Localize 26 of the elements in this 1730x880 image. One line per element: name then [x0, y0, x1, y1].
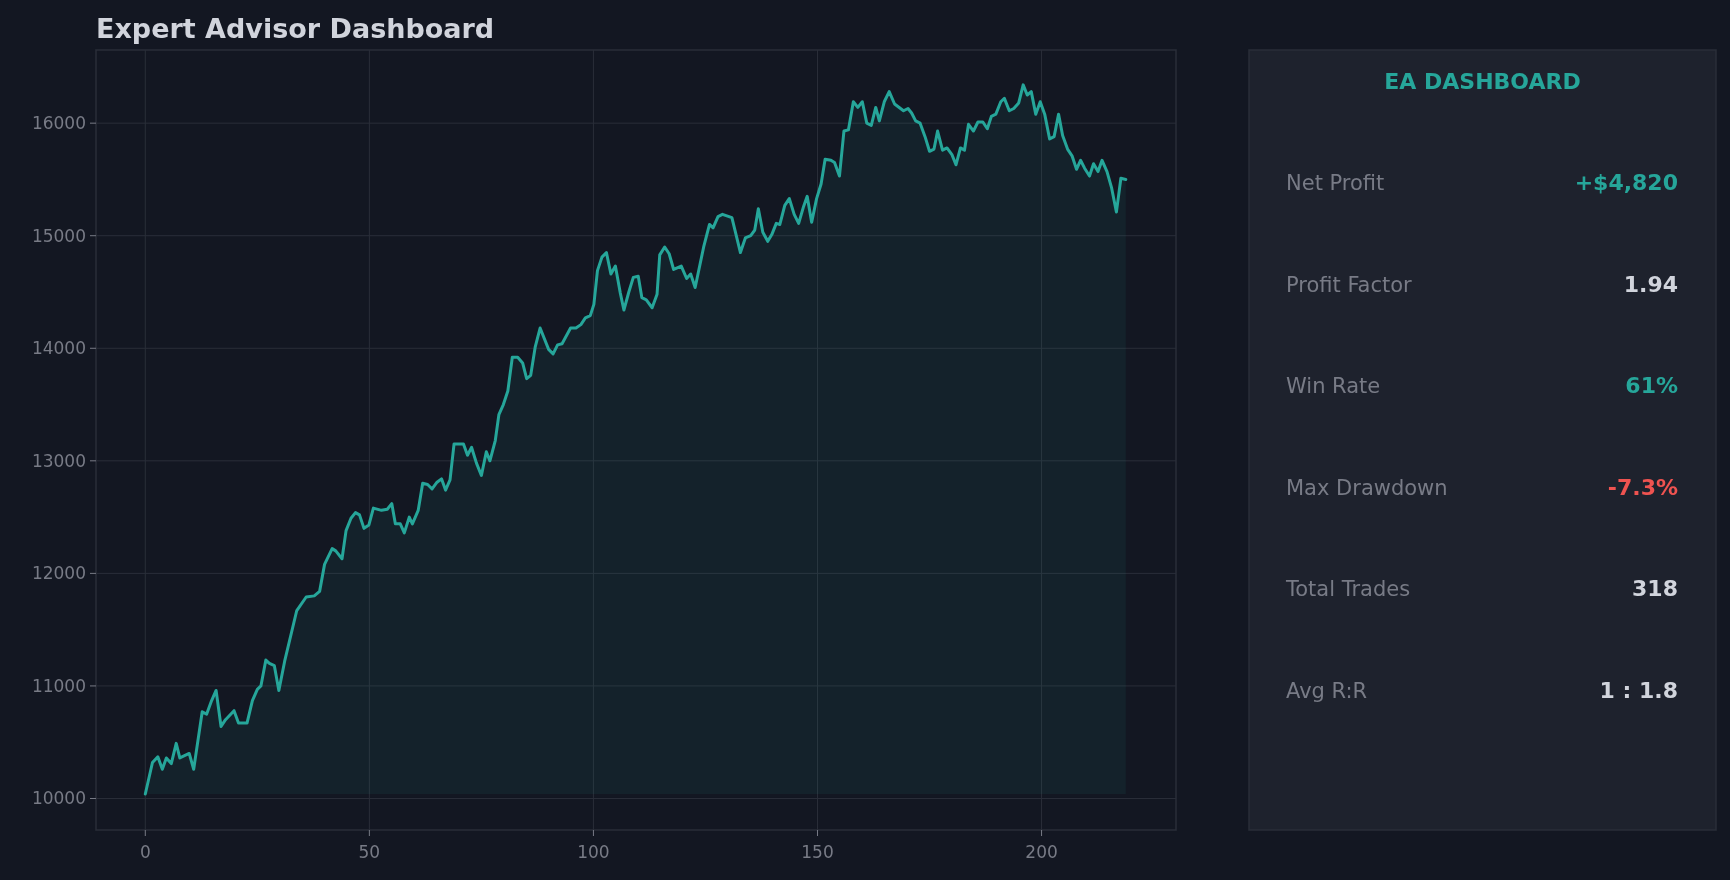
chart-title: Expert Advisor Dashboard: [96, 13, 495, 44]
y-tick-label: 13000: [31, 450, 86, 471]
text: EA DASHBOARD: [1384, 69, 1581, 94]
x-tick-label: 0: [139, 842, 151, 862]
text: -7.3%: [1607, 474, 1678, 500]
text: 1.94: [1623, 271, 1678, 297]
text: Net Profit: [1286, 171, 1385, 195]
y-tick-label: 10000: [31, 788, 86, 809]
x-tick-label: 50: [358, 842, 381, 862]
text: Win Rate: [1286, 374, 1381, 398]
y-tick-label: 14000: [31, 338, 86, 359]
x-tick-label: 150: [801, 842, 834, 862]
text: 318: [1632, 576, 1678, 601]
y-tick-label: 16000: [31, 113, 86, 134]
y-tick-label: 12000: [31, 563, 86, 584]
y-tick-label: 11000: [31, 675, 86, 696]
x-tick-label: 100: [577, 842, 610, 862]
text: Max Drawdown: [1286, 475, 1448, 500]
text: 61%: [1625, 373, 1678, 398]
x-tick-label: 200: [1025, 842, 1058, 862]
text: Avg R:R: [1286, 678, 1368, 703]
text: 1 : 1.8: [1599, 677, 1678, 703]
y-tick-label: 15000: [31, 225, 86, 246]
text: +$4,820: [1574, 170, 1678, 195]
text: Total Trades: [1285, 577, 1411, 601]
text: Profit Factor: [1286, 272, 1413, 297]
